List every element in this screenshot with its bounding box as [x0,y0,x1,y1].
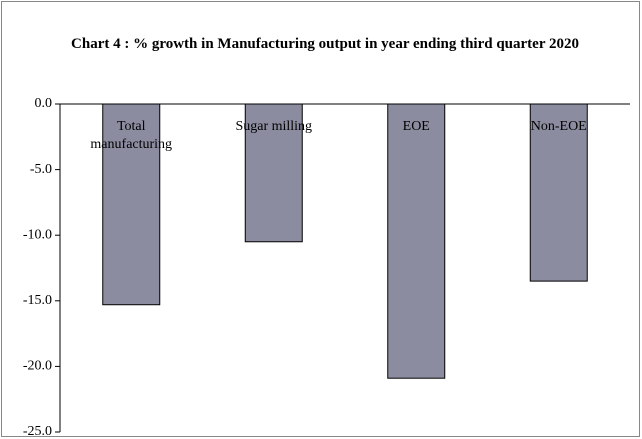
y-tick-label: -20.0 [23,359,52,374]
category-label: Sugar milling [235,119,313,134]
bar [529,103,588,282]
category-label: Total manufacturing [90,119,173,152]
y-tick-label: -10.0 [23,227,52,242]
bar [102,103,161,306]
chart-title: Chart 4 : % growth in Manufacturing outp… [71,36,579,52]
y-tick-label: 0.0 [35,96,53,111]
category-label: EOE [402,119,430,134]
category-label: Non-EOE [530,119,587,134]
y-tick-label: -15.0 [23,293,52,308]
bar [387,103,446,379]
y-tick-label: -25.0 [23,424,52,439]
y-tick-label: -5.0 [30,162,52,177]
